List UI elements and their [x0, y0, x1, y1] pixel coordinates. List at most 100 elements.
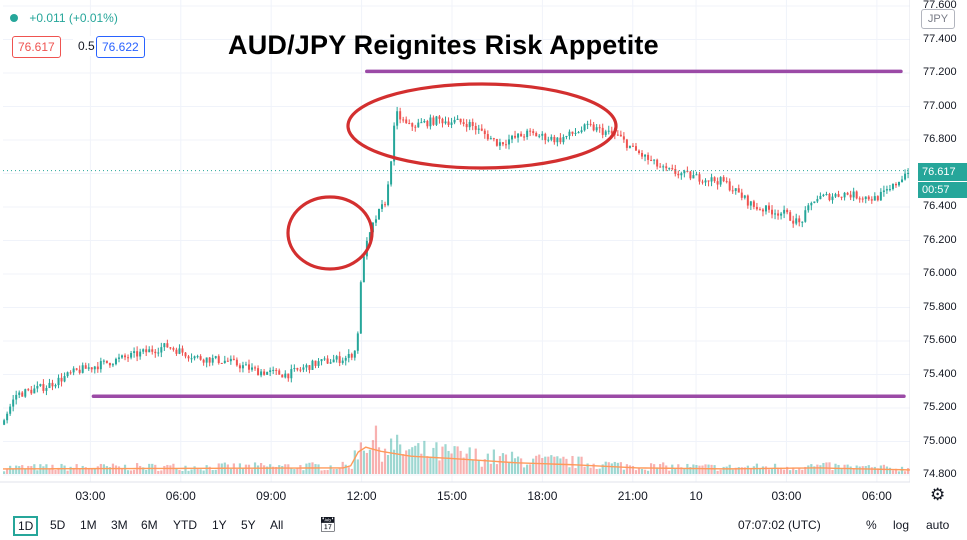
- range-1y-button[interactable]: 1Y: [212, 518, 227, 532]
- auto-scale-toggle[interactable]: auto: [926, 518, 950, 532]
- currency-badge[interactable]: JPY: [921, 9, 955, 29]
- bid-price[interactable]: 76.617: [12, 36, 61, 58]
- date-range-icon[interactable]: 📅︎: [319, 516, 337, 532]
- candle-body: [148, 349, 151, 353]
- percent-toggle[interactable]: %: [866, 518, 877, 532]
- candle-body: [114, 358, 117, 365]
- candle-body: [662, 166, 665, 168]
- candle-body: [483, 130, 486, 135]
- volume-bar: [169, 465, 172, 474]
- volume-bar: [740, 467, 743, 474]
- volume-bar: [87, 467, 90, 474]
- volume-bar: [477, 460, 480, 474]
- candle-body: [15, 394, 18, 400]
- volume-bar: [293, 469, 296, 474]
- candle-body: [6, 413, 9, 421]
- time-tick-label: 18:00: [527, 489, 558, 503]
- volume-bar: [214, 469, 217, 474]
- volume-bar: [438, 460, 441, 474]
- candle-body: [48, 382, 51, 389]
- ask-price[interactable]: 76.622: [96, 36, 145, 58]
- candle-body: [181, 348, 184, 353]
- volume-bar: [24, 468, 27, 474]
- range-all-button[interactable]: All: [270, 518, 284, 532]
- candle-body: [42, 384, 45, 391]
- volume-bar: [532, 458, 535, 474]
- candle-body: [69, 372, 72, 374]
- candle-body: [166, 343, 169, 348]
- volume-bar: [519, 458, 523, 474]
- candle-body: [743, 195, 746, 198]
- candle-body: [501, 142, 504, 145]
- volume-bar: [474, 448, 477, 474]
- volume-bar: [849, 466, 852, 474]
- volume-bar: [12, 468, 15, 474]
- candle-body: [538, 135, 541, 137]
- candle-body: [453, 119, 456, 123]
- volume-bar: [516, 456, 520, 474]
- utc-clock[interactable]: 07:07:02 (UTC): [738, 518, 821, 532]
- range-ytd-button[interactable]: YTD: [173, 518, 197, 532]
- candle-body: [861, 198, 864, 200]
- candle-body: [843, 192, 846, 198]
- range-6m-button[interactable]: 6M: [141, 518, 158, 532]
- candle-body: [244, 364, 247, 366]
- volume-bar: [241, 467, 245, 474]
- time-tick-label: 12:00: [346, 489, 377, 503]
- volume-bar: [504, 454, 508, 474]
- candle-body: [650, 159, 653, 161]
- candle-body: [266, 372, 269, 375]
- settings-gear-icon[interactable]: ⚙: [930, 485, 946, 504]
- range-1m-button[interactable]: 1M: [80, 518, 97, 532]
- volume-bar: [408, 449, 411, 474]
- volume-bar: [722, 466, 725, 474]
- price-axis[interactable]: [910, 0, 967, 482]
- candle-body: [33, 388, 36, 394]
- volume-bar: [299, 465, 302, 474]
- volume-bar: [63, 465, 66, 474]
- volume-bar: [779, 467, 783, 474]
- candle-body: [701, 181, 704, 183]
- volume-bar: [399, 444, 402, 474]
- log-toggle[interactable]: log: [893, 518, 910, 532]
- candle-body: [574, 132, 577, 134]
- volume-bar: [444, 444, 447, 474]
- volume-bar: [142, 467, 145, 474]
- candle-body: [526, 130, 529, 137]
- volume-bar: [356, 459, 359, 474]
- volume-bar: [383, 448, 387, 474]
- candle-body: [205, 357, 208, 363]
- volume-bar: [864, 466, 867, 474]
- candle-body: [598, 127, 601, 129]
- volume-bar: [471, 459, 474, 474]
- consolidation-ellipse: [346, 82, 618, 170]
- candle-body: [704, 180, 707, 183]
- volume-bar: [347, 467, 350, 474]
- volume-bar: [701, 465, 704, 474]
- candle-body: [387, 184, 390, 206]
- candle-body: [169, 347, 172, 349]
- range-1d-button[interactable]: 1D: [13, 516, 39, 536]
- candle-body: [604, 131, 607, 135]
- candle-body: [867, 196, 870, 200]
- candle-body: [260, 371, 263, 376]
- volume-bar: [786, 466, 789, 474]
- candle-body: [39, 384, 42, 386]
- candle-body: [855, 191, 858, 199]
- candle-body: [417, 122, 420, 128]
- candle-body: [786, 209, 789, 213]
- volume-bar: [450, 453, 453, 474]
- volume-bar: [117, 466, 121, 474]
- volume-bar: [634, 470, 638, 474]
- volume-bar: [229, 468, 232, 474]
- candle-body: [341, 360, 344, 363]
- range-5y-button[interactable]: 5Y: [241, 518, 256, 532]
- range-5d-button[interactable]: 5D: [50, 518, 66, 532]
- range-3m-button[interactable]: 3M: [111, 518, 128, 532]
- candle-body: [644, 154, 647, 157]
- candle-body: [768, 205, 771, 210]
- candle-body: [749, 201, 752, 206]
- volume-bar: [389, 438, 393, 474]
